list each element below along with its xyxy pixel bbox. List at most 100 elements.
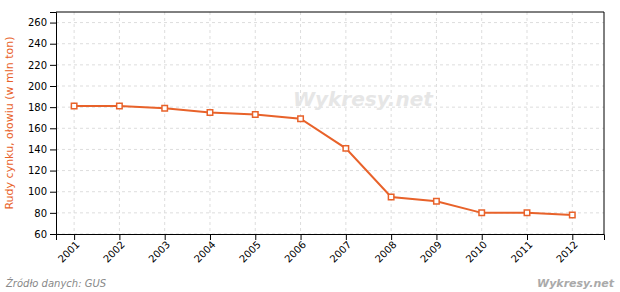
x-tick-mark <box>210 234 211 240</box>
x-tick-label: 2004 <box>192 239 218 265</box>
y-tick-mark <box>50 171 56 172</box>
y-tick: 260 <box>28 17 56 28</box>
y-tick: 100 <box>28 186 56 197</box>
y-tick-mark <box>50 213 56 214</box>
watermark: Wykresy.net <box>537 277 615 290</box>
y-tick: 60 <box>34 229 56 240</box>
y-tick-mark <box>50 86 56 87</box>
grid-line <box>56 22 604 23</box>
x-tick-label: 2010 <box>464 239 490 265</box>
x-tick: 2007 <box>328 234 354 265</box>
y-tick-mark <box>50 44 56 45</box>
y-tick-mark <box>50 23 56 24</box>
x-tick: 2011 <box>509 234 535 265</box>
x-axis: 2001 2002 2003 2004 2005 2006 2007 2008 2009 2010… <box>56 234 605 265</box>
y-tick-mark <box>50 234 56 235</box>
y-tick-label: 180 <box>28 102 47 113</box>
grid-line <box>164 12 165 234</box>
y-tick-label: 240 <box>28 38 47 49</box>
grid-line <box>572 12 573 234</box>
marker <box>117 103 122 108</box>
x-tick-mark <box>255 234 256 240</box>
plot-frame <box>56 12 604 13</box>
x-tick: 2012 <box>554 234 580 265</box>
y-tick: 120 <box>28 165 56 176</box>
y-axis-title: Rudy cynku, ołowiu (w mln ton) <box>3 36 16 209</box>
grid-line <box>56 128 604 129</box>
y-tick-label: 220 <box>28 60 47 71</box>
x-axis-line <box>57 235 605 241</box>
marker <box>524 210 529 215</box>
x-tick: 2009 <box>418 234 444 265</box>
x-tick-mark <box>165 234 166 240</box>
x-tick-label: 2003 <box>146 239 172 265</box>
marker <box>253 112 258 117</box>
y-tick: 160 <box>28 123 56 134</box>
y-tick-label: 80 <box>34 208 47 219</box>
y-tick: 140 <box>28 144 56 155</box>
x-tick-mark <box>346 234 347 240</box>
y-tick: 200 <box>28 81 56 92</box>
x-tick-label: 2002 <box>101 239 127 265</box>
grid-line <box>56 149 604 150</box>
y-tick-label: 120 <box>28 165 47 176</box>
marker <box>71 103 76 108</box>
grid-line <box>74 12 75 234</box>
marker <box>388 194 393 199</box>
y-tick-label: 260 <box>28 17 47 28</box>
y-tick: 80 <box>34 208 56 219</box>
marker <box>207 110 212 115</box>
grid-line <box>56 191 604 192</box>
y-tick-mark <box>50 128 56 129</box>
y-tick-mark <box>50 107 56 108</box>
y-tick-label: 140 <box>28 144 47 155</box>
grid-line <box>391 12 392 234</box>
marker <box>343 146 348 151</box>
grid-line <box>56 43 604 44</box>
x-tick-label: 2001 <box>56 239 82 265</box>
x-tick-mark <box>74 234 75 240</box>
grid <box>56 12 604 234</box>
marker <box>479 210 484 215</box>
x-tick: 2001 <box>56 234 82 265</box>
marker <box>298 116 303 121</box>
x-tick: 2006 <box>282 234 308 265</box>
x-tick: 2010 <box>464 234 490 265</box>
x-tick-label: 2008 <box>373 239 399 265</box>
watermark: Wykresy.net <box>293 87 434 111</box>
y-tick-mark <box>50 192 56 193</box>
x-tick: 2003 <box>146 234 172 265</box>
x-tick-label: 2011 <box>509 239 535 265</box>
y-tick: 240 <box>28 38 56 49</box>
marker <box>570 212 575 217</box>
grid-line <box>209 12 210 234</box>
x-tick: 2005 <box>237 234 263 265</box>
grid-line <box>255 12 256 234</box>
x-tick-mark <box>527 234 528 240</box>
x-tick-mark <box>301 234 302 240</box>
x-tick-label: 2012 <box>554 239 580 265</box>
grid-line <box>119 12 120 234</box>
y-tick-mark <box>50 149 56 150</box>
plot-frame <box>604 12 605 234</box>
x-tick-label: 2005 <box>237 239 263 265</box>
grid-line <box>527 12 528 234</box>
x-tick-label: 2006 <box>282 239 308 265</box>
y-axis-line <box>50 13 57 235</box>
marker <box>162 105 167 110</box>
x-tick: 2002 <box>101 234 127 265</box>
line <box>74 106 572 215</box>
grid-line <box>56 64 604 65</box>
y-tick: 220 <box>28 60 56 71</box>
y-tick-mark <box>50 65 56 66</box>
x-tick-mark <box>482 234 483 240</box>
grid-line <box>300 12 301 234</box>
plot: 2001 2002 2003 2004 2005 2006 2007 2008 2009 2010… <box>3 12 605 265</box>
chart: 2001 2002 2003 2004 2005 2006 2007 2008 2009 2010… <box>0 0 620 292</box>
y-tick: 180 <box>28 102 56 113</box>
x-tick-mark <box>119 234 120 240</box>
y-tick-label: 100 <box>28 186 47 197</box>
marker <box>434 198 439 203</box>
y-tick-label: 60 <box>34 229 47 240</box>
grid-line <box>345 12 346 234</box>
